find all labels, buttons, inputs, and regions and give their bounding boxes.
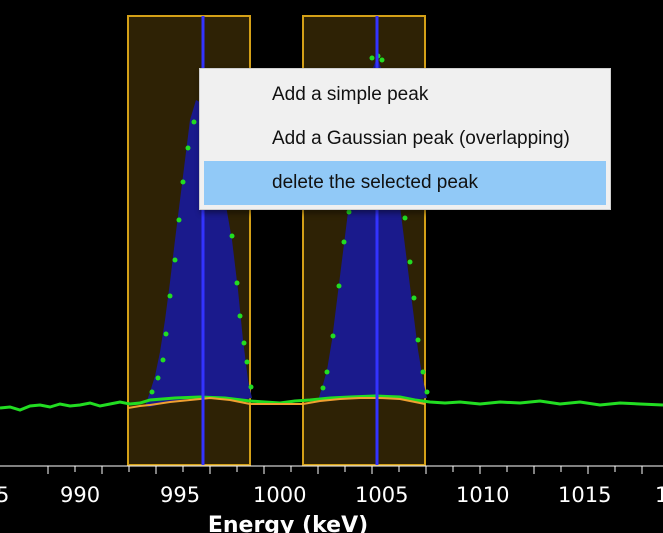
x-tick-label: 1010 — [456, 483, 509, 507]
x-tick-label: 1000 — [253, 483, 306, 507]
menu-item-add-simple-peak[interactable]: Add a simple peak — [272, 84, 429, 105]
x-tick-label: 1 — [655, 483, 663, 507]
continuum-line — [127, 396, 426, 409]
peak-fill-2[interactable] — [318, 58, 427, 400]
x-tick-label: 1005 — [355, 483, 408, 507]
menu-item-add-gaussian-peak[interactable]: Add a Gaussian peak (overlapping) — [272, 128, 570, 149]
x-tick-label: 5 — [0, 483, 9, 507]
context-menu: Add a simple peak Add a Gaussian peak (o… — [199, 68, 611, 210]
x-tick-label: 1015 — [558, 483, 611, 507]
x-axis-title: Energy (keV) — [208, 513, 368, 533]
menu-item-delete-selected-peak[interactable]: delete the selected peak — [204, 161, 606, 205]
x-tick-label: 995 — [160, 483, 200, 507]
x-axis-ticks — [47, 466, 643, 474]
peak-data-points — [149, 53, 430, 395]
x-tick-label: 990 — [60, 483, 100, 507]
peak-fill-1[interactable] — [145, 100, 252, 407]
spectrum-data-line — [0, 394, 663, 412]
